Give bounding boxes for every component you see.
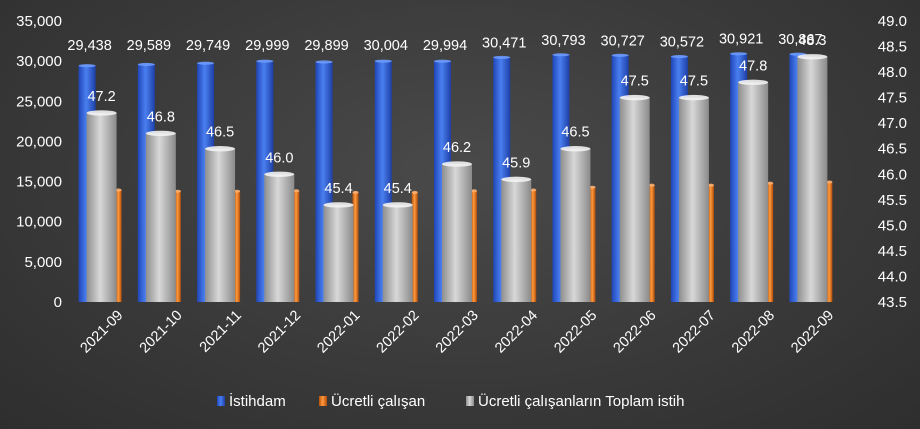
bar-ucretli-2022-02: [411, 190, 418, 302]
y-left-tick-label: 20,000: [16, 133, 62, 150]
data-label-istihdam: 29,999: [245, 38, 289, 54]
bar-ucretli-2022-05: [589, 185, 596, 302]
legend: İstihdam Ücretli çalışan Ücretli çalışanla…: [217, 392, 684, 410]
y-right-tick-label: 48.5: [878, 39, 907, 56]
data-label-istihdam: 30,921: [719, 32, 763, 48]
x-tick-label: 2021-12: [255, 308, 304, 357]
bar-ucretli-2022-09: [826, 180, 833, 302]
x-tick-label: 2022-07: [670, 308, 719, 357]
y-right-tick-label: 44.0: [878, 268, 907, 285]
data-label-oran: 47.5: [621, 74, 649, 90]
y-right-tick-label: 46.5: [878, 141, 907, 158]
x-tick-label: 2022-06: [611, 308, 660, 357]
bar-oran-2022-07: [678, 94, 709, 303]
x-tick-label: 2022-08: [729, 308, 778, 357]
x-tick-label: 2022-01: [314, 308, 363, 357]
y-left-tick-label: 25,000: [16, 93, 62, 110]
bar-oran-2022-02: [382, 202, 413, 302]
legend-label: Ücretli çalışanların Toplam istih: [478, 392, 684, 410]
data-label-oran: 45.4: [324, 181, 352, 197]
bar-oran-2021-10: [145, 130, 176, 302]
legend-swatch: [217, 396, 225, 406]
legend-swatch: [319, 396, 327, 406]
bar-oran-2022-01: [323, 202, 354, 302]
y-left-tick-label: 0: [54, 294, 62, 311]
y-right-tick-label: 45.5: [878, 192, 907, 209]
y-left-tick-label: 15,000: [16, 174, 62, 191]
data-label-oran: 47.2: [87, 89, 115, 105]
x-tick-label: 2021-09: [77, 308, 126, 357]
bar-oran-2022-09: [797, 54, 828, 302]
data-label-oran: 48.3: [798, 33, 826, 49]
bar-ucretli-2021-10: [174, 189, 181, 302]
data-label-istihdam: 29,589: [127, 38, 171, 54]
bar-ucretli-2022-06: [648, 183, 655, 302]
data-label-istihdam: 30,471: [482, 35, 526, 51]
data-label-istihdam: 30,867: [778, 32, 822, 48]
data-label-oran: 45.9: [502, 155, 530, 171]
y-right-tick-label: 45.0: [878, 217, 907, 234]
data-label-istihdam: 30,793: [541, 33, 585, 49]
data-label-oran: 46.5: [561, 125, 589, 141]
y-right-tick-label: 46.0: [878, 166, 907, 183]
x-tick-label: 2022-05: [551, 308, 600, 357]
bar-ucretli-2021-09: [115, 188, 122, 302]
bar-oran-2022-08: [738, 79, 769, 303]
x-tick-label: 2022-09: [788, 308, 837, 357]
data-label-istihdam: 29,438: [67, 38, 111, 54]
legend-swatch: [466, 396, 474, 406]
data-label-istihdam: 29,749: [186, 38, 230, 54]
data-label-istihdam: 30,727: [601, 33, 645, 49]
legend-label: İstihdam: [229, 392, 286, 410]
bar-oran-2021-12: [264, 171, 295, 302]
data-label-istihdam: 29,994: [423, 38, 467, 54]
bars-layer: [78, 52, 833, 303]
y-right-tick-label: 47.5: [878, 90, 907, 107]
y-right-tick-label: 44.5: [878, 243, 907, 260]
data-label-istihdam: 30,004: [364, 38, 408, 54]
data-label-oran: 46.2: [443, 140, 471, 156]
y-left-tick-label: 30,000: [16, 53, 62, 70]
bar-oran-2022-03: [442, 161, 472, 302]
y-right-tick-label: 47.0: [878, 115, 907, 132]
bar-oran-2022-04: [501, 176, 532, 302]
bar-ucretli-2022-04: [530, 188, 537, 302]
y-right-tick-label: 43.5: [878, 294, 907, 311]
data-label-oran: 47.5: [680, 74, 708, 90]
x-tick-label: 2022-03: [433, 308, 482, 357]
data-labels-layer: 29,438 47.2 29,589 46.8 29,749 46.5 29,999 46.0…: [67, 32, 826, 197]
data-label-oran: 46.0: [265, 150, 293, 166]
y-right-tick-label: 48.0: [878, 64, 907, 81]
data-label-oran: 47.8: [739, 58, 767, 74]
x-tick-label: 2021-11: [197, 308, 245, 356]
data-label-oran: 46.5: [206, 125, 234, 141]
y-left-tick-label: 5,000: [24, 254, 62, 271]
x-tick-label: 2021-10: [137, 308, 186, 357]
y-right-tick-label: 49.0: [878, 13, 907, 30]
data-label-istihdam: 29,899: [304, 38, 348, 54]
y-left-tick-label: 35,000: [16, 13, 62, 30]
y-left-tick-label: 10,000: [16, 214, 62, 231]
bar-ucretli-2022-03: [471, 189, 477, 302]
bar-oran-2021-11: [205, 146, 236, 302]
bar-oran-2022-06: [619, 94, 650, 303]
bar-ucretli-2022-07: [707, 183, 714, 302]
data-label-oran: 45.4: [384, 181, 412, 197]
bar-ucretli-2022-01: [352, 190, 359, 302]
data-label-istihdam: 30,572: [660, 35, 704, 51]
bar-oran-2021-09: [86, 110, 117, 302]
x-tick-label: 2022-04: [492, 308, 541, 357]
bar-ucretli-2022-08: [767, 181, 774, 302]
data-label-oran: 46.8: [147, 109, 175, 125]
legend-label: Ücretli çalışan: [331, 392, 425, 410]
bar-ucretli-2021-11: [234, 189, 241, 302]
x-tick-label: 2022-02: [374, 308, 423, 357]
bar-oran-2022-05: [560, 146, 591, 302]
bar-ucretli-2021-12: [293, 189, 300, 302]
